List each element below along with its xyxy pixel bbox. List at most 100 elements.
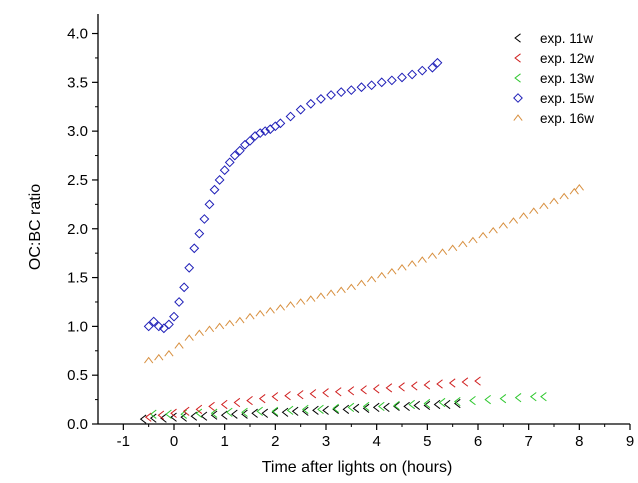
y-tick-label: 0.0: [67, 416, 88, 433]
data-point: [322, 405, 329, 415]
data-point: [377, 271, 387, 279]
data-point: [301, 406, 309, 416]
data-point: [433, 399, 441, 410]
data-point: [180, 409, 187, 419]
y-tick-label: 0.5: [67, 367, 88, 384]
data-point: [448, 244, 458, 252]
data-point: [153, 321, 164, 332]
x-tick-label: 5: [423, 433, 431, 450]
data-point: [362, 403, 370, 413]
series-exp-13w: [149, 392, 547, 419]
data-point: [225, 319, 235, 327]
data-point: [157, 410, 165, 420]
data-point: [245, 135, 255, 146]
data-point: [397, 264, 407, 271]
y-tick-label: 3.5: [67, 74, 88, 91]
data-point: [529, 207, 539, 215]
data-point: [488, 226, 498, 234]
data-point: [387, 267, 397, 275]
data-point: [403, 401, 410, 412]
data-point: [408, 399, 415, 410]
x-axis-title: Time after lights on (hours): [262, 459, 453, 476]
legend-marker: [513, 114, 523, 121]
data-point: [271, 392, 279, 402]
data-point: [169, 311, 179, 322]
data-point: [436, 379, 443, 389]
y-tick-label: 3.0: [67, 123, 88, 140]
data-point: [164, 349, 174, 357]
data-point: [270, 121, 281, 132]
data-point: [240, 139, 250, 150]
data-point: [231, 409, 238, 419]
data-point: [362, 401, 370, 412]
data-point: [437, 248, 448, 256]
data-point: [189, 243, 200, 254]
data-point: [170, 408, 177, 418]
x-tick-label: 3: [322, 433, 330, 450]
data-point: [469, 395, 476, 406]
data-point: [413, 400, 421, 411]
legend-marker: [514, 33, 521, 43]
legend-label: exp. 16w: [540, 111, 594, 126]
data-point: [383, 402, 390, 413]
series-exp-16w: [144, 184, 584, 364]
data-point: [261, 408, 269, 418]
data-point: [306, 295, 316, 302]
data-point: [295, 104, 306, 115]
data-point: [569, 187, 579, 195]
data-point: [461, 377, 469, 387]
data-point: [184, 334, 194, 341]
data-point: [326, 90, 336, 100]
data-point: [336, 87, 347, 98]
data-point: [474, 376, 481, 386]
data-point: [149, 409, 157, 419]
data-point: [275, 118, 286, 129]
data-point: [360, 385, 367, 395]
x-tick-label: -1: [117, 433, 130, 450]
data-point: [376, 77, 387, 88]
data-point: [316, 292, 326, 299]
data-point: [271, 406, 279, 416]
data-point: [427, 252, 437, 259]
data-point: [514, 393, 522, 403]
x-tick-label: 7: [524, 433, 532, 450]
data-point: [245, 312, 255, 320]
data-point: [346, 283, 356, 291]
data-point: [182, 406, 190, 416]
data-point: [224, 157, 235, 168]
data-point: [220, 410, 228, 420]
data-point: [539, 202, 549, 210]
legend-marker: [514, 53, 521, 63]
series-layer: [139, 57, 584, 424]
data-point: [144, 356, 154, 364]
data-point: [347, 386, 355, 396]
data-point: [334, 387, 342, 397]
x-tick-label: 6: [474, 433, 482, 450]
legend-marker: [514, 73, 521, 83]
legend-label: exp. 12w: [540, 51, 594, 66]
data-point: [214, 175, 225, 185]
data-point: [174, 342, 184, 349]
data-point: [200, 411, 208, 421]
data-point: [443, 399, 451, 410]
data-point: [356, 279, 367, 287]
data-point: [393, 400, 400, 411]
data-point: [347, 402, 355, 413]
data-point: [453, 398, 461, 409]
data-point: [285, 301, 296, 308]
data-point: [265, 307, 275, 314]
legend-marker: [513, 93, 523, 103]
data-point: [260, 126, 271, 137]
data-point: [286, 405, 294, 415]
data-point: [139, 414, 147, 424]
data-point: [204, 199, 215, 210]
data-point: [210, 410, 218, 420]
x-tick-label: 9: [626, 433, 634, 450]
data-point: [291, 406, 299, 416]
x-tick-label: 2: [271, 433, 279, 450]
series-exp-15w: [143, 57, 443, 334]
data-point: [519, 212, 529, 219]
data-point: [144, 412, 152, 422]
data-point: [219, 165, 230, 176]
